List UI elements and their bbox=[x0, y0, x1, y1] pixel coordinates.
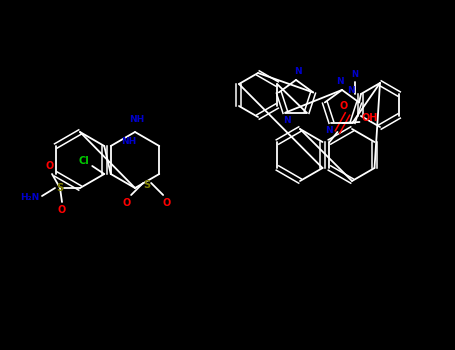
Text: O: O bbox=[163, 198, 171, 208]
Text: O: O bbox=[46, 161, 54, 171]
Text: N: N bbox=[283, 116, 291, 125]
Text: H₂N: H₂N bbox=[20, 194, 40, 203]
Text: N: N bbox=[294, 68, 302, 76]
Text: NH: NH bbox=[121, 138, 136, 147]
Text: N: N bbox=[347, 86, 355, 95]
Text: S: S bbox=[56, 183, 64, 193]
Text: N: N bbox=[336, 77, 344, 86]
Text: O: O bbox=[339, 101, 348, 111]
Text: N: N bbox=[352, 70, 359, 79]
Text: O: O bbox=[58, 205, 66, 215]
Text: OH: OH bbox=[361, 113, 378, 123]
Text: Cl: Cl bbox=[79, 156, 90, 166]
Text: S: S bbox=[144, 180, 151, 190]
Text: N: N bbox=[326, 126, 333, 135]
Text: NH: NH bbox=[129, 116, 145, 125]
Text: O: O bbox=[123, 198, 131, 208]
